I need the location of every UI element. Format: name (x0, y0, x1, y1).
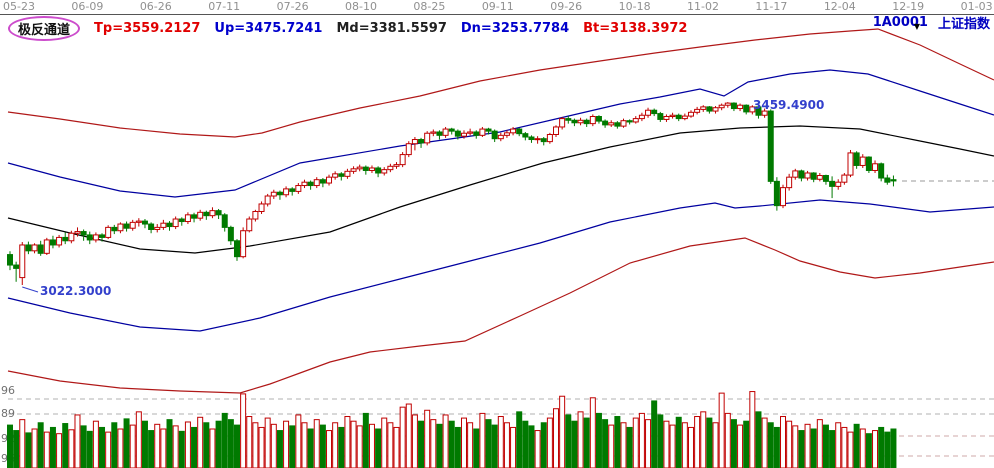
indicator-values: Tp=3559.2127 Up=3475.7241 Md=3381.5597 Dn=3… (94, 21, 687, 36)
indicator-name-pill[interactable]: 极反通道 (8, 16, 81, 41)
legend-item-md: Md=3381.5597 (336, 21, 447, 36)
high-price-annotation: 3459.4900 (753, 98, 825, 112)
date-tick: 07-11 (208, 0, 240, 13)
volume-axis-label: 96 (1, 384, 15, 397)
date-tick: 06-26 (140, 0, 172, 13)
legend-item-tp: Tp=3559.2127 (94, 21, 201, 36)
channel-line-bt (7, 237, 994, 394)
date-axis: 05-23 06-09 06-26 07-11 07-26 08-10 08-25 09-11… (0, 0, 994, 15)
date-tick: 10-18 (619, 0, 651, 13)
volume-axis-label: 89 (1, 407, 15, 420)
date-tick: 12-04 (824, 0, 856, 13)
low-price-annotation: 3022.3000 (40, 284, 112, 298)
indicator-legend: 极反通道 Tp=3559.2127 Up=3475.7241 Md=3381.559… (8, 16, 687, 41)
legend-item-dn: Dn=3253.7784 (460, 21, 570, 36)
legend-item-up: Up=3475.7241 (214, 21, 323, 36)
channel-line-tp (7, 28, 994, 138)
symbol-label[interactable]: 1A0001 上证指数 (873, 13, 990, 32)
symbol-name: 上证指数 (937, 17, 990, 32)
channel-line-md (7, 125, 994, 254)
date-tick: 05-23 (3, 0, 35, 13)
volume-bars (7, 391, 897, 468)
symbol-code: 1A0001 (872, 15, 928, 30)
date-tick: 06-09 (71, 0, 103, 13)
symbol-dropdown-icon[interactable]: ▼ (913, 22, 920, 31)
date-tick: 09-26 (550, 0, 582, 13)
date-tick: 08-10 (345, 0, 377, 13)
candles (7, 102, 897, 285)
channel-line-up (7, 69, 994, 198)
channel-lines (7, 28, 994, 394)
low-annotation-leader (22, 286, 39, 293)
date-tick: 01-03 (961, 0, 993, 13)
channel-line-dn (7, 199, 994, 332)
date-tick: 11-02 (687, 0, 719, 13)
date-tick: 09-11 (482, 0, 514, 13)
date-tick: 07-26 (277, 0, 309, 13)
legend-item-bt: Bt=3138.3972 (583, 21, 688, 36)
date-tick: 11-17 (755, 0, 787, 13)
date-tick: 08-25 (413, 0, 445, 13)
date-tick: 12-19 (892, 0, 924, 13)
